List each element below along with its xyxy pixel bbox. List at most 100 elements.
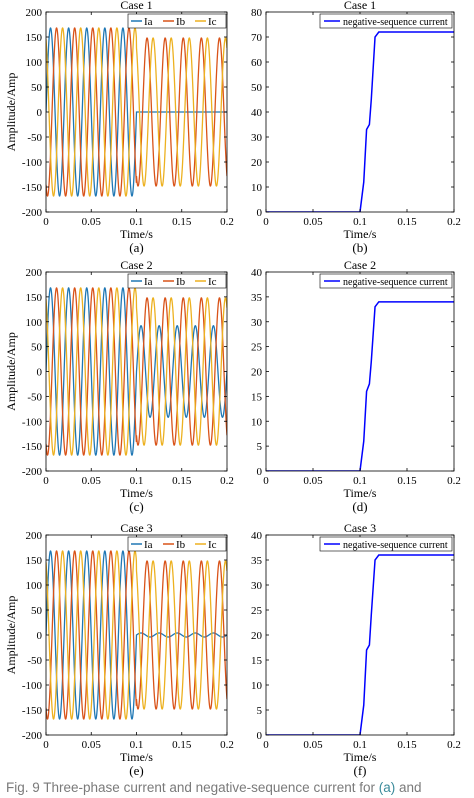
legend-box [319,273,453,289]
y-tick-label: 0 [37,107,43,119]
y-tick-label: 25 [251,342,263,354]
y-tick-label: 40 [251,107,263,119]
series-line [46,550,227,720]
series-line [266,301,454,471]
series-line [46,27,227,197]
y-tick-label: 50 [31,82,43,94]
chart-panel: 0 0.05 0.1 0.15 0.2 0 5 10 15 20 25 30 35 40 Case 3 Tim… [251,521,461,778]
chart-title: Case 1 [344,0,376,12]
chart-panel: 0 0.05 0.1 0.15 0.2 -200 -150 -100 -50 0 50 100 150 2… [4,521,234,778]
x-tick-label: 0.2 [447,739,461,751]
series-line [46,287,227,456]
legend-label: Ic [208,16,217,28]
chart-title: Case 1 [120,0,152,12]
x-tick-label: 0.05 [82,475,102,487]
y-tick-label: -50 [27,132,42,144]
x-tick-label: 0.05 [303,475,323,487]
y-tick-label: 35 [251,292,263,304]
figure-caption: Fig. 9 Three-phase current and negative-… [6,778,474,798]
x-tick-label: 0 [43,475,49,487]
chart-title: Case 3 [344,521,376,535]
y-tick-label: -100 [22,157,43,169]
y-tick-label: -150 [22,705,43,717]
x-tick-label: 0.1 [353,739,367,751]
caption-link-a[interactable]: (a) [378,780,396,795]
y-tick-label: 10 [251,680,263,692]
y-tick-label: 30 [251,317,263,329]
x-tick-label: 0.2 [220,216,234,228]
x-axis-label: Time/s [120,227,153,241]
x-tick-label: 0.15 [172,475,192,487]
y-tick-label: 100 [26,57,43,69]
x-axis-label: Time/s [120,750,153,764]
legend-label: negative-sequence current [343,17,448,28]
y-tick-label: 20 [251,630,263,642]
y-tick-label: -200 [22,730,43,742]
series-line [266,554,454,735]
y-tick-label: 100 [26,580,43,592]
series-line [46,550,227,720]
x-axis-label: Time/s [344,227,377,241]
x-tick-label: 0 [263,475,269,487]
axes-box [265,11,455,213]
panel-label: (e) [129,763,143,778]
y-tick-label: 100 [26,317,43,329]
y-tick-label: 25 [251,605,263,617]
legend-label: Ia [144,276,153,288]
y-tick-label: 35 [251,555,263,567]
axes-box [265,534,455,736]
y-tick-label: -200 [22,466,43,478]
y-tick-label: -50 [27,655,42,667]
x-tick-label: 0.2 [447,475,461,487]
y-tick-label: -100 [22,416,43,428]
x-tick-label: 0 [43,739,49,751]
y-tick-label: 5 [257,441,263,453]
panel-label: (a) [129,240,143,255]
y-tick-label: 150 [26,555,43,567]
y-axis-label: Amplitude/Amp [4,73,18,152]
legend-label: Ic [208,276,217,288]
legend-label: Ib [176,276,186,288]
legend-box [127,13,227,29]
x-tick-label: 0.05 [82,739,102,751]
legend-label: Ib [176,539,186,551]
legend-label: negative-sequence current [343,540,448,551]
chart-panel: 0 0.05 0.1 0.15 0.2 0 5 10 15 20 25 30 35 40 Case 2 Tim… [251,258,461,514]
y-tick-label: 50 [31,342,43,354]
legend-box [319,536,453,552]
x-tick-label: 0.15 [397,475,417,487]
x-tick-label: 0.15 [397,216,417,228]
y-tick-label: 200 [26,530,43,542]
x-axis-label: Time/s [120,486,153,500]
x-tick-label: 0.1 [353,216,367,228]
y-tick-label: 0 [257,466,263,478]
panel-label: (f) [354,763,367,778]
legend-label: Ia [144,16,153,28]
series-line [46,27,227,197]
x-tick-label: 0.2 [220,739,234,751]
y-tick-label: -150 [22,441,43,453]
x-tick-label: 0.1 [130,475,144,487]
y-tick-label: 40 [251,530,263,542]
y-tick-label: 40 [251,267,263,279]
y-tick-label: 150 [26,32,43,44]
legend-box [319,13,453,29]
chart-title: Case 2 [120,258,152,272]
panel-label: (b) [352,240,367,255]
legend-label: Ib [176,16,186,28]
panel-label: (c) [129,499,143,514]
y-tick-label: -150 [22,182,43,194]
x-tick-label: 0.1 [353,475,367,487]
x-tick-label: 0.15 [397,739,417,751]
x-tick-label: 0.15 [172,739,192,751]
legend-label: Ic [208,539,217,551]
chart-title: Case 2 [344,258,376,272]
y-tick-label: 150 [26,292,43,304]
legend-box [127,273,227,289]
caption-text: Three-phase current and negative-sequenc… [39,780,379,795]
x-tick-label: 0 [43,216,49,228]
series-line [46,287,227,456]
y-tick-label: 30 [251,580,263,592]
y-tick-label: 30 [251,132,263,144]
y-tick-label: 15 [251,391,263,403]
